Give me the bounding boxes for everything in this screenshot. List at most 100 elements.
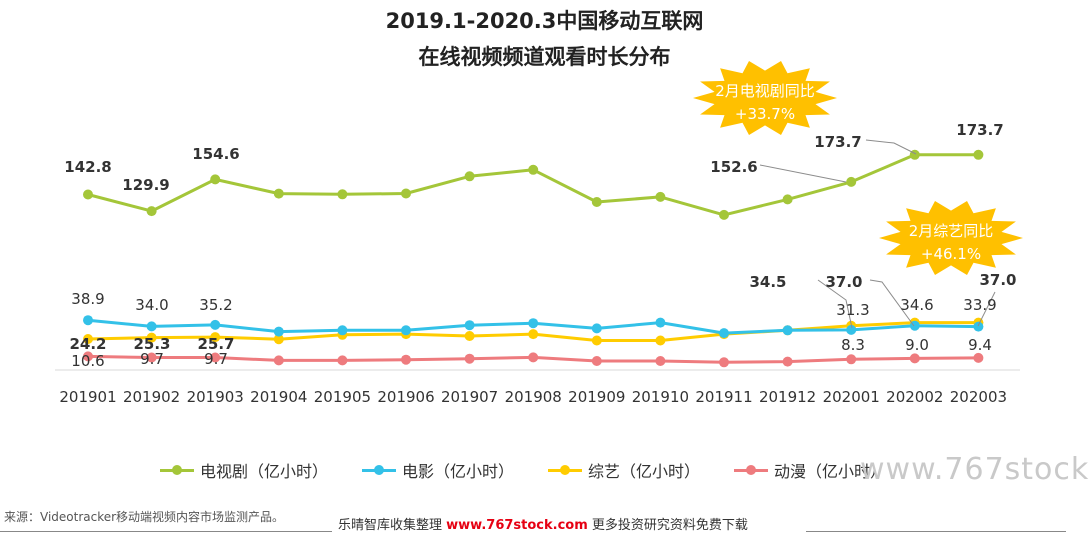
data-point-movie-201901 (83, 315, 93, 326)
data-label-variety-202003: 37.0 (979, 271, 1016, 289)
data-label-variety-201903: 25.7 (197, 335, 234, 353)
x-tick-label-202001: 202001 (823, 388, 880, 406)
data-point-tv-201904 (273, 188, 284, 199)
data-label-variety-201901: 24.2 (69, 335, 106, 353)
data-point-anime-201907 (464, 353, 475, 364)
callout-variety-title: 2月综艺同比 (909, 222, 994, 240)
data-label-movie-201901: 38.9 (71, 290, 104, 308)
data-point-tv-201903 (210, 174, 221, 185)
data-label-tv-201902: 129.9 (122, 176, 169, 194)
data-point-anime-202001 (846, 354, 857, 365)
data-point-anime-201910 (655, 356, 666, 366)
data-point-tv-201911 (719, 209, 729, 220)
data-point-variety-201907 (464, 331, 475, 341)
data-label-movie-202003: 33.9 (963, 296, 996, 314)
source-note: 来源：Videotracker移动端视频内容市场监测产品。 (4, 510, 285, 524)
data-label-anime-201901: 10.6 (71, 352, 104, 370)
footer-rule-right (806, 531, 1066, 532)
x-tick-label-201905: 201905 (314, 388, 371, 406)
data-point-movie-201905 (337, 325, 348, 336)
data-point-movie-201902 (146, 321, 157, 332)
data-label-variety-201902: 25.3 (133, 335, 170, 353)
starburst-variety (879, 201, 1023, 275)
data-point-anime-201902 (146, 352, 157, 363)
data-point-tv-201909 (591, 197, 602, 207)
data-label-tv-202003: 173.7 (956, 121, 1003, 139)
data-label-anime-202003: 9.4 (968, 336, 992, 354)
data-point-variety-201901 (83, 334, 93, 344)
data-label-anime-202001: 8.3 (841, 336, 865, 354)
starburst-tv (693, 61, 837, 135)
leader-variety-202002 (869, 279, 915, 327)
legend-item-movie: 电影（亿小时） (362, 458, 514, 482)
data-point-tv-201906 (401, 188, 411, 199)
data-label-tv-202001: 152.6 (710, 158, 757, 176)
data-point-anime-201906 (401, 354, 411, 365)
data-point-movie-201908 (528, 318, 539, 329)
data-label-tv-202002: 173.7 (814, 133, 861, 151)
data-point-tv-202003 (973, 149, 984, 160)
data-label-movie-202001: 31.3 (836, 301, 869, 319)
legend-label-anime: 动漫（亿小时） (774, 462, 887, 481)
series-line-tv (87, 153, 979, 217)
chart-title-line2: 在线视频频道观看时长分布 (418, 45, 671, 69)
footer-suffix: 更多投资研究资料免费下载 (587, 518, 748, 533)
data-point-movie-202001 (846, 324, 857, 335)
data-point-movie-201904 (273, 326, 284, 337)
data-point-tv-201910 (655, 191, 666, 202)
legend-label-movie: 电影（亿小时） (402, 462, 515, 481)
data-point-anime-201911 (719, 357, 729, 368)
data-point-movie-201903 (210, 319, 221, 330)
data-point-variety-201904 (273, 334, 284, 345)
data-point-tv-201907 (464, 171, 475, 182)
data-label-movie-201902: 34.0 (135, 296, 168, 314)
legend-label-variety: 综艺（亿小时） (588, 462, 701, 481)
callout-tv-title: 2月电视剧同比 (715, 82, 815, 100)
data-label-variety-202002: 37.0 (825, 273, 862, 291)
x-tick-label-201901: 201901 (59, 388, 116, 406)
leader-variety-202003 (977, 291, 996, 327)
x-tick-label-202002: 202002 (886, 388, 943, 406)
data-label-variety-202001: 34.5 (749, 273, 786, 291)
data-point-anime-201904 (273, 355, 284, 366)
data-point-anime-202003 (973, 352, 984, 363)
x-tick-label-201911: 201911 (695, 388, 752, 406)
data-point-tv-201908 (528, 164, 539, 175)
data-point-movie-201911 (719, 328, 729, 339)
data-label-movie-202002: 34.6 (900, 296, 933, 314)
x-tick-label-201912: 201912 (759, 388, 816, 406)
legend: 电视剧（亿小时） 电影（亿小时） 综艺（亿小时） 动漫（亿小时） (160, 458, 920, 482)
leader-tv-202001 (759, 164, 847, 183)
x-tick-label-201908: 201908 (505, 388, 562, 406)
data-point-tv-202001 (846, 176, 857, 187)
legend-label-tv: 电视剧（亿小时） (200, 462, 329, 481)
callout-variety-value: +46.1% (921, 245, 981, 263)
callout-tv-value: +33.7% (735, 105, 795, 123)
data-point-movie-201906 (401, 325, 411, 336)
data-label-anime-201902: 9.7 (140, 350, 164, 368)
data-point-tv-201905 (337, 189, 348, 200)
data-point-variety-201910 (655, 335, 666, 346)
x-tick-label-201902: 201902 (123, 388, 180, 406)
data-point-variety-201909 (591, 335, 602, 346)
data-label-tv-201901: 142.8 (64, 158, 111, 176)
x-tick-label-201904: 201904 (250, 388, 307, 406)
data-label-tv-201903: 154.6 (192, 145, 239, 163)
data-point-anime-201908 (528, 352, 539, 363)
data-point-movie-201907 (464, 320, 475, 331)
x-tick-label-201903: 201903 (187, 388, 244, 406)
leader-variety-202001 (817, 279, 853, 329)
data-point-anime-202002 (909, 353, 920, 364)
x-tick-label-201910: 201910 (632, 388, 689, 406)
data-point-anime-201905 (337, 355, 348, 366)
legend-item-tv: 电视剧（亿小时） (160, 458, 328, 482)
data-point-tv-201901 (83, 189, 93, 200)
data-point-movie-201909 (591, 323, 602, 334)
data-point-tv-201912 (782, 194, 793, 205)
leader-tv-202002 (865, 139, 917, 155)
data-point-anime-201909 (591, 356, 602, 366)
footer-site-link[interactable]: www.767stock.com (446, 518, 588, 533)
data-point-anime-201912 (782, 356, 793, 367)
data-label-movie-201903: 35.2 (199, 296, 232, 314)
